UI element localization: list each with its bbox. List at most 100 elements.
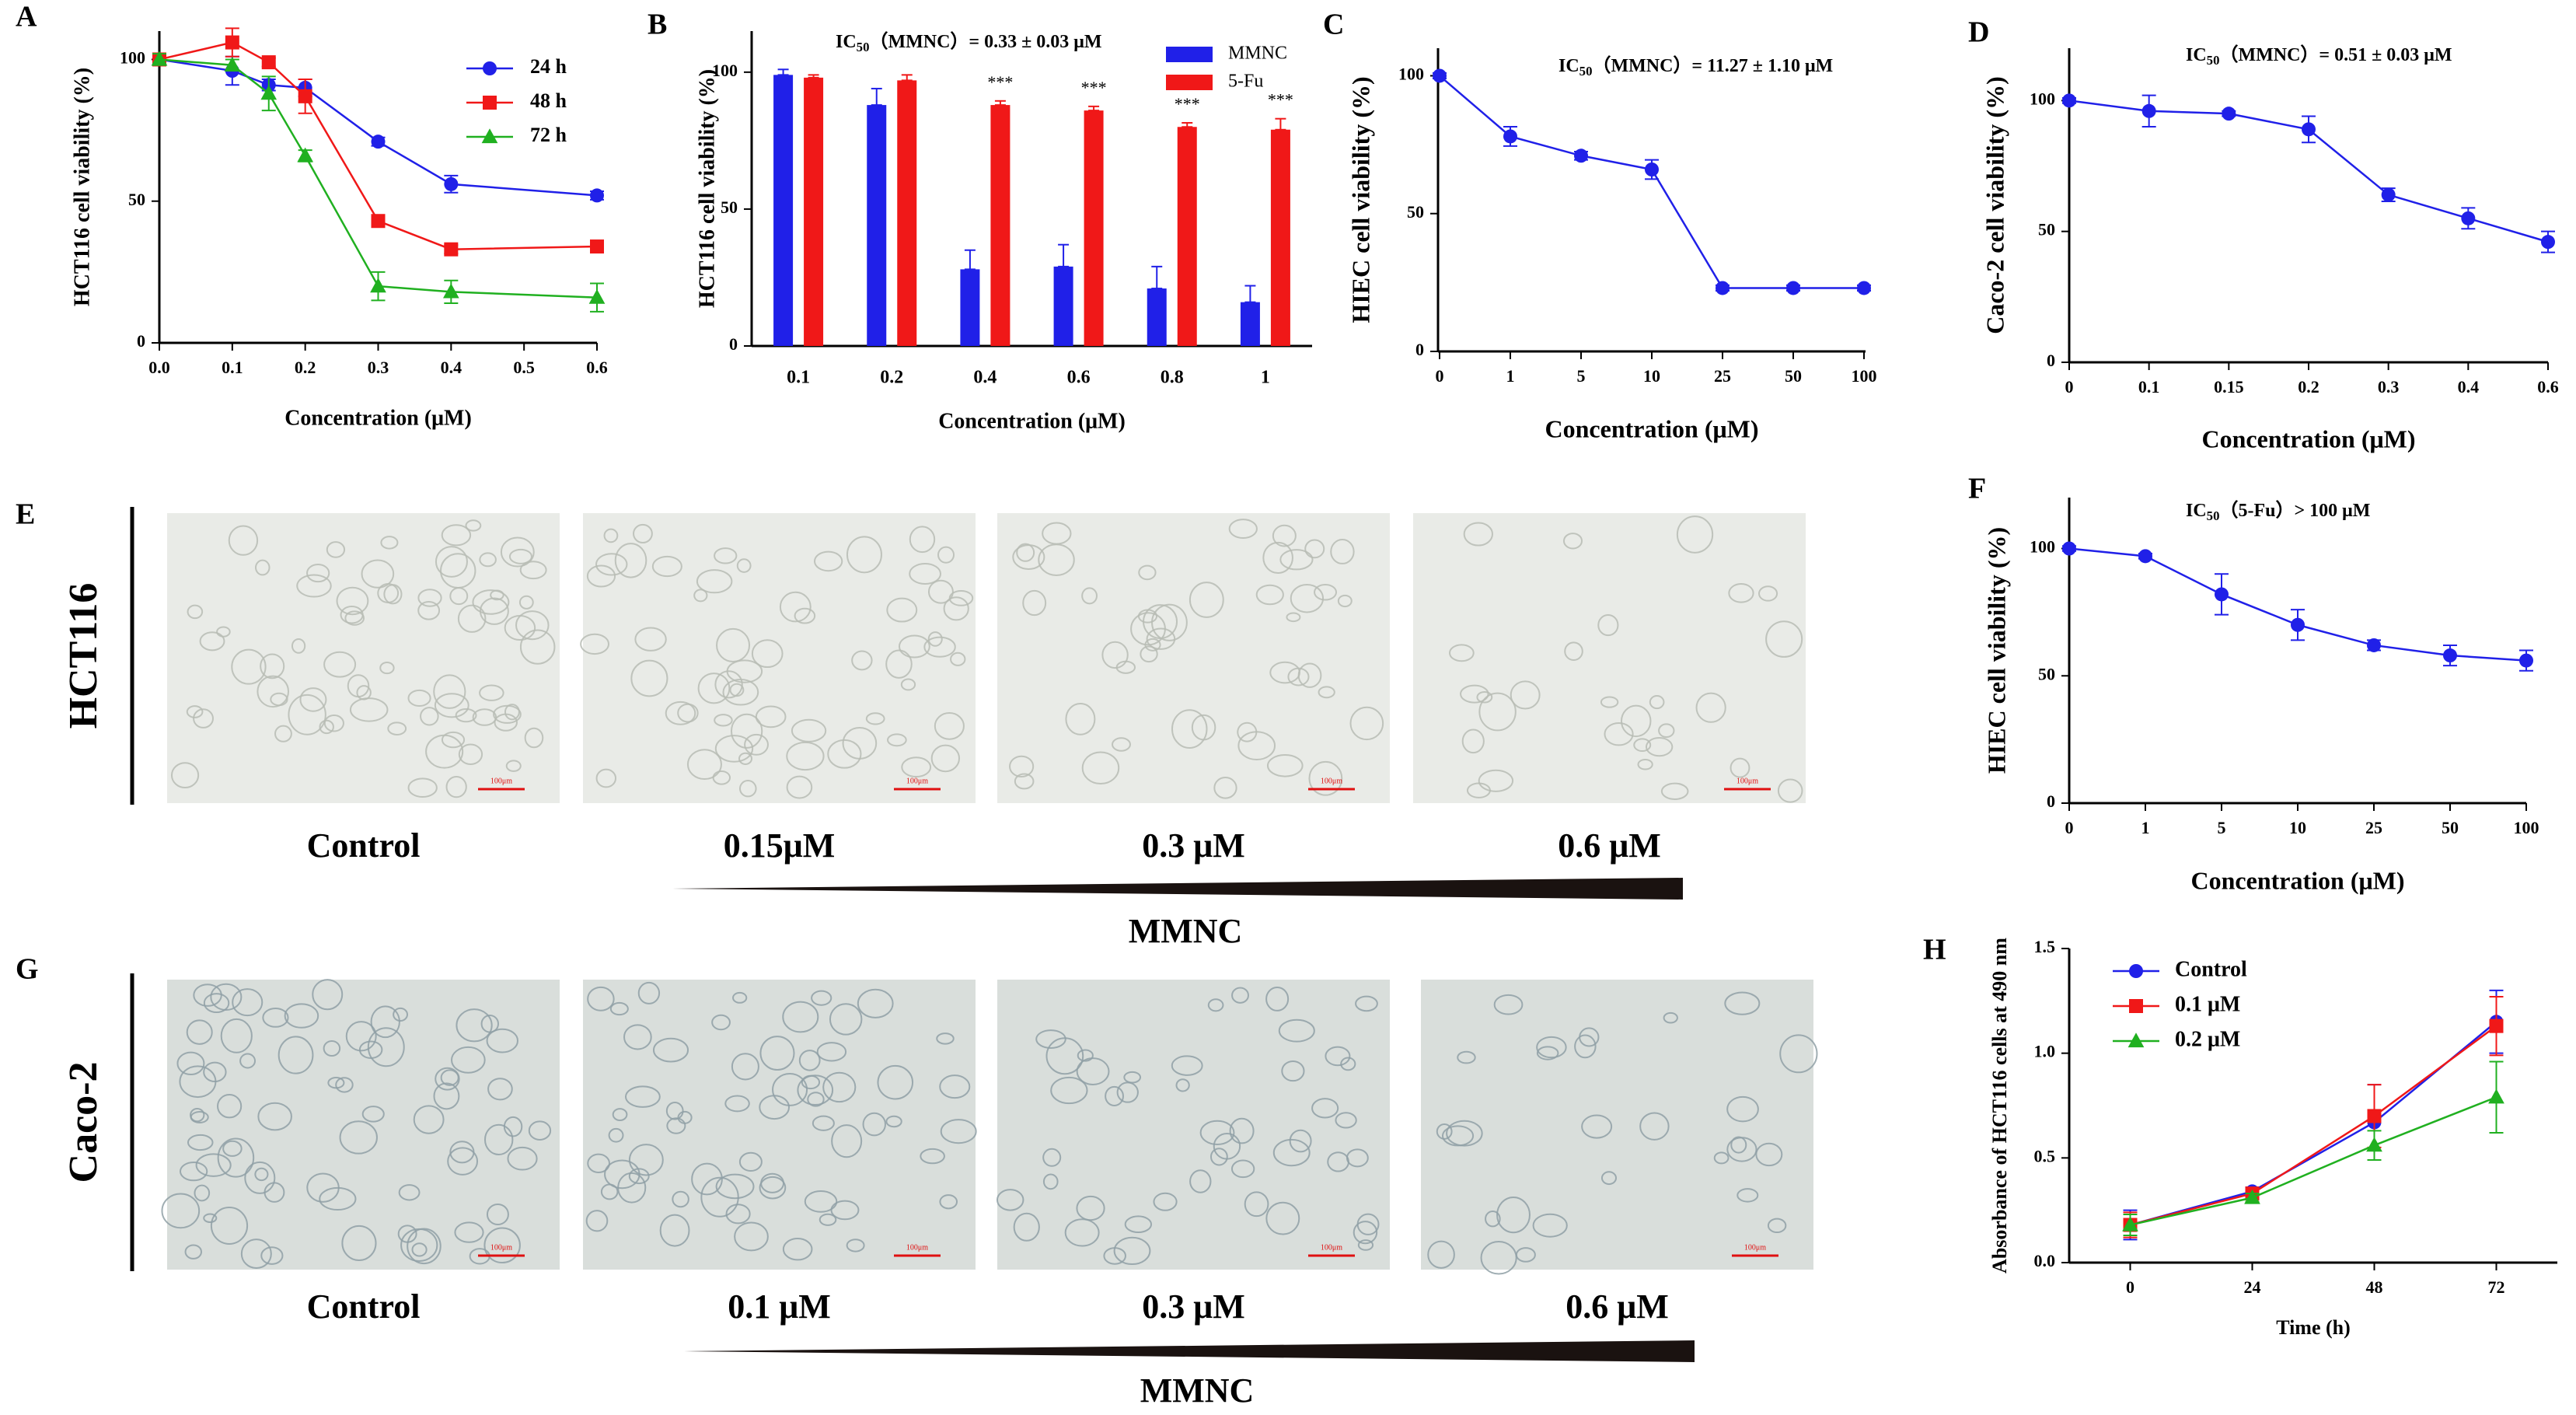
cell-outline	[1311, 1098, 1339, 1119]
cell-outline	[1308, 760, 1343, 796]
y-tick-label: 0.5	[2034, 1146, 2056, 1165]
cell-outline	[1304, 539, 1325, 559]
ic50-rest: （MMNC）= 0.51 ± 0.03 μM	[2219, 44, 2452, 65]
x-tick-label: 50	[2442, 818, 2459, 837]
cell-outline	[306, 564, 330, 583]
panel_e-micrograph: 100μm	[1413, 513, 1806, 803]
cell-outline	[1604, 721, 1634, 746]
cell-outline	[504, 615, 536, 641]
cell-outline	[623, 1024, 652, 1050]
x-tick-label: 0.2	[2298, 377, 2319, 397]
cell-outline	[1229, 1117, 1255, 1144]
data-point-marker	[2222, 107, 2236, 121]
cell-outline	[1620, 704, 1652, 738]
cell-outline	[1050, 1076, 1088, 1105]
data-point-marker	[224, 56, 241, 72]
cell-outline	[435, 1067, 460, 1091]
cell-outline	[398, 1184, 421, 1201]
data-point-marker	[2129, 999, 2143, 1013]
cell-outline	[441, 524, 472, 547]
cell-outline	[1151, 603, 1188, 641]
y-tick-label: 50	[128, 190, 145, 209]
series-line	[2130, 1096, 2497, 1226]
cell-outline	[262, 1008, 289, 1028]
cell-outline	[900, 678, 916, 691]
cell-outline	[759, 1036, 795, 1071]
cell-outline	[232, 988, 264, 1017]
data-point-marker	[2367, 638, 2381, 652]
cell-outline	[1103, 1247, 1126, 1265]
significance-marker: ***	[1081, 78, 1107, 97]
cell-outline	[507, 1146, 538, 1171]
cell-outline	[1144, 638, 1161, 652]
data-point-marker	[1786, 281, 1800, 295]
cell-outline	[1076, 1195, 1105, 1221]
series-line	[1439, 75, 1864, 289]
cell-outline	[604, 1159, 641, 1190]
data-point-marker	[2489, 1018, 2504, 1033]
legend-label: 24 h	[530, 55, 567, 78]
x-tick-label: 0.1	[2138, 377, 2160, 397]
cell-outline	[1353, 1221, 1378, 1245]
cell-outline	[936, 1032, 955, 1045]
cell-outline	[194, 1184, 211, 1202]
data-point-marker	[2122, 1216, 2138, 1232]
cell-outline	[779, 591, 812, 623]
x-tick-label: 0.15	[2214, 377, 2244, 397]
x-tick-label: 100	[2514, 818, 2539, 837]
cell-outline	[231, 648, 267, 685]
cell-outline	[339, 1120, 378, 1155]
cell-outline	[1564, 641, 1583, 661]
cell-outline	[323, 714, 344, 732]
cell-outline	[483, 1227, 521, 1264]
cell-outline	[1325, 1046, 1351, 1067]
cell-outline	[652, 1037, 689, 1063]
cell-outline	[612, 1108, 628, 1121]
cell-outline	[1765, 620, 1803, 658]
cell-outline	[193, 708, 214, 728]
micrograph-label: 0.3 μM	[1142, 1287, 1244, 1326]
cell-outline	[379, 661, 395, 675]
cell-outline	[939, 1194, 958, 1210]
x-axis-title: Concentration (μM)	[2202, 424, 2416, 452]
x-tick-label: 0.6	[2537, 377, 2559, 397]
cell-outline	[1153, 1192, 1178, 1211]
cell-outline	[433, 1082, 460, 1110]
cell-outline	[1189, 582, 1224, 618]
cell-outline	[948, 589, 974, 606]
x-tick-label: 0.1	[787, 368, 810, 388]
cell-outline	[744, 733, 769, 756]
cell-outline	[199, 631, 225, 652]
cell-outline	[1123, 1071, 1142, 1084]
cell-outline	[420, 707, 439, 726]
cell-outline	[1045, 1037, 1084, 1075]
cell-outline	[407, 1228, 442, 1265]
cell-outline	[909, 562, 942, 585]
cell-outline	[1286, 612, 1301, 623]
x-axis-title: Concentration (μM)	[938, 409, 1126, 433]
cell-outline	[397, 1225, 417, 1243]
cell-outline	[1065, 702, 1096, 735]
cell-outline	[335, 1077, 354, 1093]
cell-outline	[732, 991, 748, 1004]
cell-outline	[518, 595, 534, 610]
x-tick-label: 0.3	[368, 358, 389, 377]
x-tick-label: 1	[2141, 818, 2150, 837]
cell-outline	[210, 983, 243, 1011]
cell-outline	[734, 1221, 769, 1252]
cell-outline	[600, 1183, 619, 1200]
cell-outline	[449, 587, 469, 606]
cell-outline	[1289, 1129, 1312, 1153]
cell-outline	[700, 1176, 739, 1218]
cell-outline	[1446, 1120, 1483, 1147]
cell-outline	[187, 604, 204, 620]
bar	[897, 80, 917, 347]
cell-outline	[1262, 541, 1293, 575]
cell-outline	[624, 1085, 661, 1108]
x-axis-title: Concentration (μM)	[1545, 414, 1759, 442]
cell-outline	[1171, 709, 1208, 749]
ic50-annotation: IC50（MMNC）= 11.27 ± 1.10 μM	[1559, 55, 1833, 79]
cell-outline	[203, 993, 230, 1014]
cell-outline	[319, 1186, 357, 1211]
cell-outline	[1478, 692, 1517, 732]
